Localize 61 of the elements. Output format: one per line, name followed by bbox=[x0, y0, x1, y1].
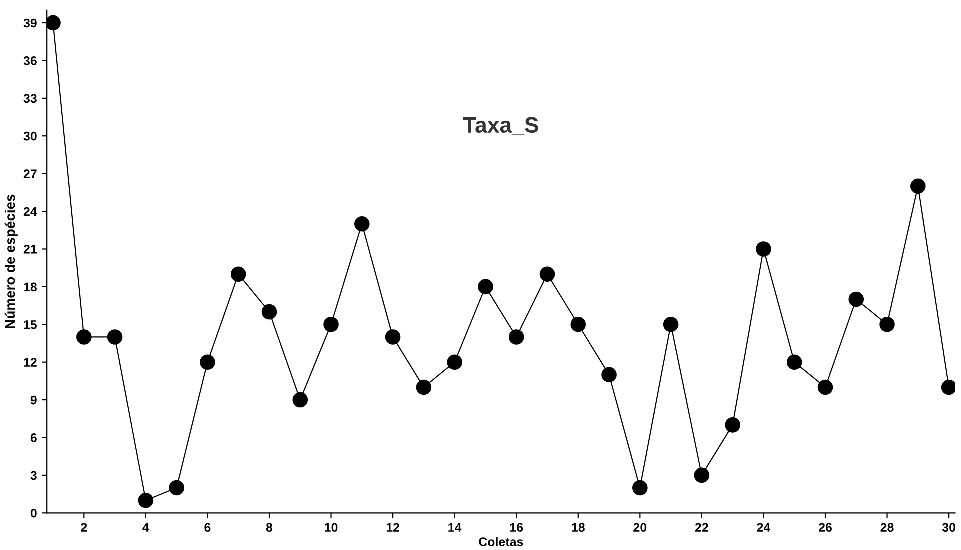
x-tick-label: 14 bbox=[448, 523, 462, 532]
point bbox=[200, 354, 216, 370]
y-tick-label: 9 bbox=[30, 396, 37, 405]
point bbox=[416, 380, 432, 396]
point bbox=[138, 492, 154, 508]
point bbox=[508, 330, 524, 345]
point bbox=[107, 330, 123, 345]
point bbox=[756, 242, 772, 257]
x-tick-label: 6 bbox=[204, 523, 211, 532]
point bbox=[540, 266, 556, 282]
x-tick-label: 24 bbox=[757, 523, 771, 532]
point bbox=[632, 480, 648, 496]
x-axis-title: Coletas bbox=[479, 537, 524, 546]
point bbox=[354, 216, 370, 232]
point bbox=[76, 330, 92, 345]
y-tick-label: 27 bbox=[24, 170, 37, 178]
point bbox=[570, 317, 586, 332]
point bbox=[818, 380, 834, 396]
y-tick-label: 15 bbox=[24, 320, 38, 330]
x-tick-label: 8 bbox=[266, 523, 273, 532]
point bbox=[230, 266, 246, 282]
x-tick-label: 2 bbox=[81, 523, 88, 532]
x-tick-label: 10 bbox=[325, 523, 338, 532]
point bbox=[262, 304, 278, 320]
y-tick-label: 33 bbox=[24, 94, 37, 104]
y-tick-label: 18 bbox=[24, 282, 37, 292]
point bbox=[786, 354, 802, 370]
point bbox=[602, 367, 617, 383]
point bbox=[663, 317, 679, 332]
y-tick-label: 21 bbox=[24, 245, 38, 254]
y-tick-label: 24 bbox=[24, 207, 38, 216]
x-tick-label: 28 bbox=[880, 523, 894, 532]
point bbox=[725, 418, 740, 433]
point bbox=[169, 480, 184, 496]
point bbox=[385, 330, 401, 345]
y-axis-title: Número de espécies bbox=[4, 194, 18, 328]
x-tick-label: 4 bbox=[142, 523, 150, 532]
point bbox=[478, 279, 494, 295]
x-tick-label: 20 bbox=[634, 523, 647, 532]
y-tick-label: 30 bbox=[24, 132, 37, 141]
point bbox=[941, 380, 956, 396]
point bbox=[848, 292, 864, 308]
y-tick-label: 39 bbox=[24, 18, 37, 28]
x-tick-label: 26 bbox=[818, 523, 832, 532]
x-tick-label: 16 bbox=[510, 523, 524, 532]
point bbox=[910, 178, 926, 194]
y-tick-label: 12 bbox=[24, 358, 37, 367]
y-tick-label: 36 bbox=[24, 56, 37, 66]
x-tick-label: 12 bbox=[386, 523, 400, 532]
point bbox=[324, 317, 339, 332]
y-tick-label: 3 bbox=[30, 471, 37, 480]
point bbox=[694, 468, 710, 484]
y-tick-label: 6 bbox=[30, 434, 37, 442]
y-tick-label: 0 bbox=[30, 508, 37, 518]
x-tick-label: 18 bbox=[572, 523, 585, 532]
point bbox=[292, 392, 308, 408]
x-tick-label: 22 bbox=[695, 523, 708, 532]
point bbox=[880, 317, 895, 332]
point bbox=[447, 354, 462, 370]
text: Taxa_S bbox=[463, 117, 538, 136]
x-tick-label: 30 bbox=[942, 523, 956, 532]
